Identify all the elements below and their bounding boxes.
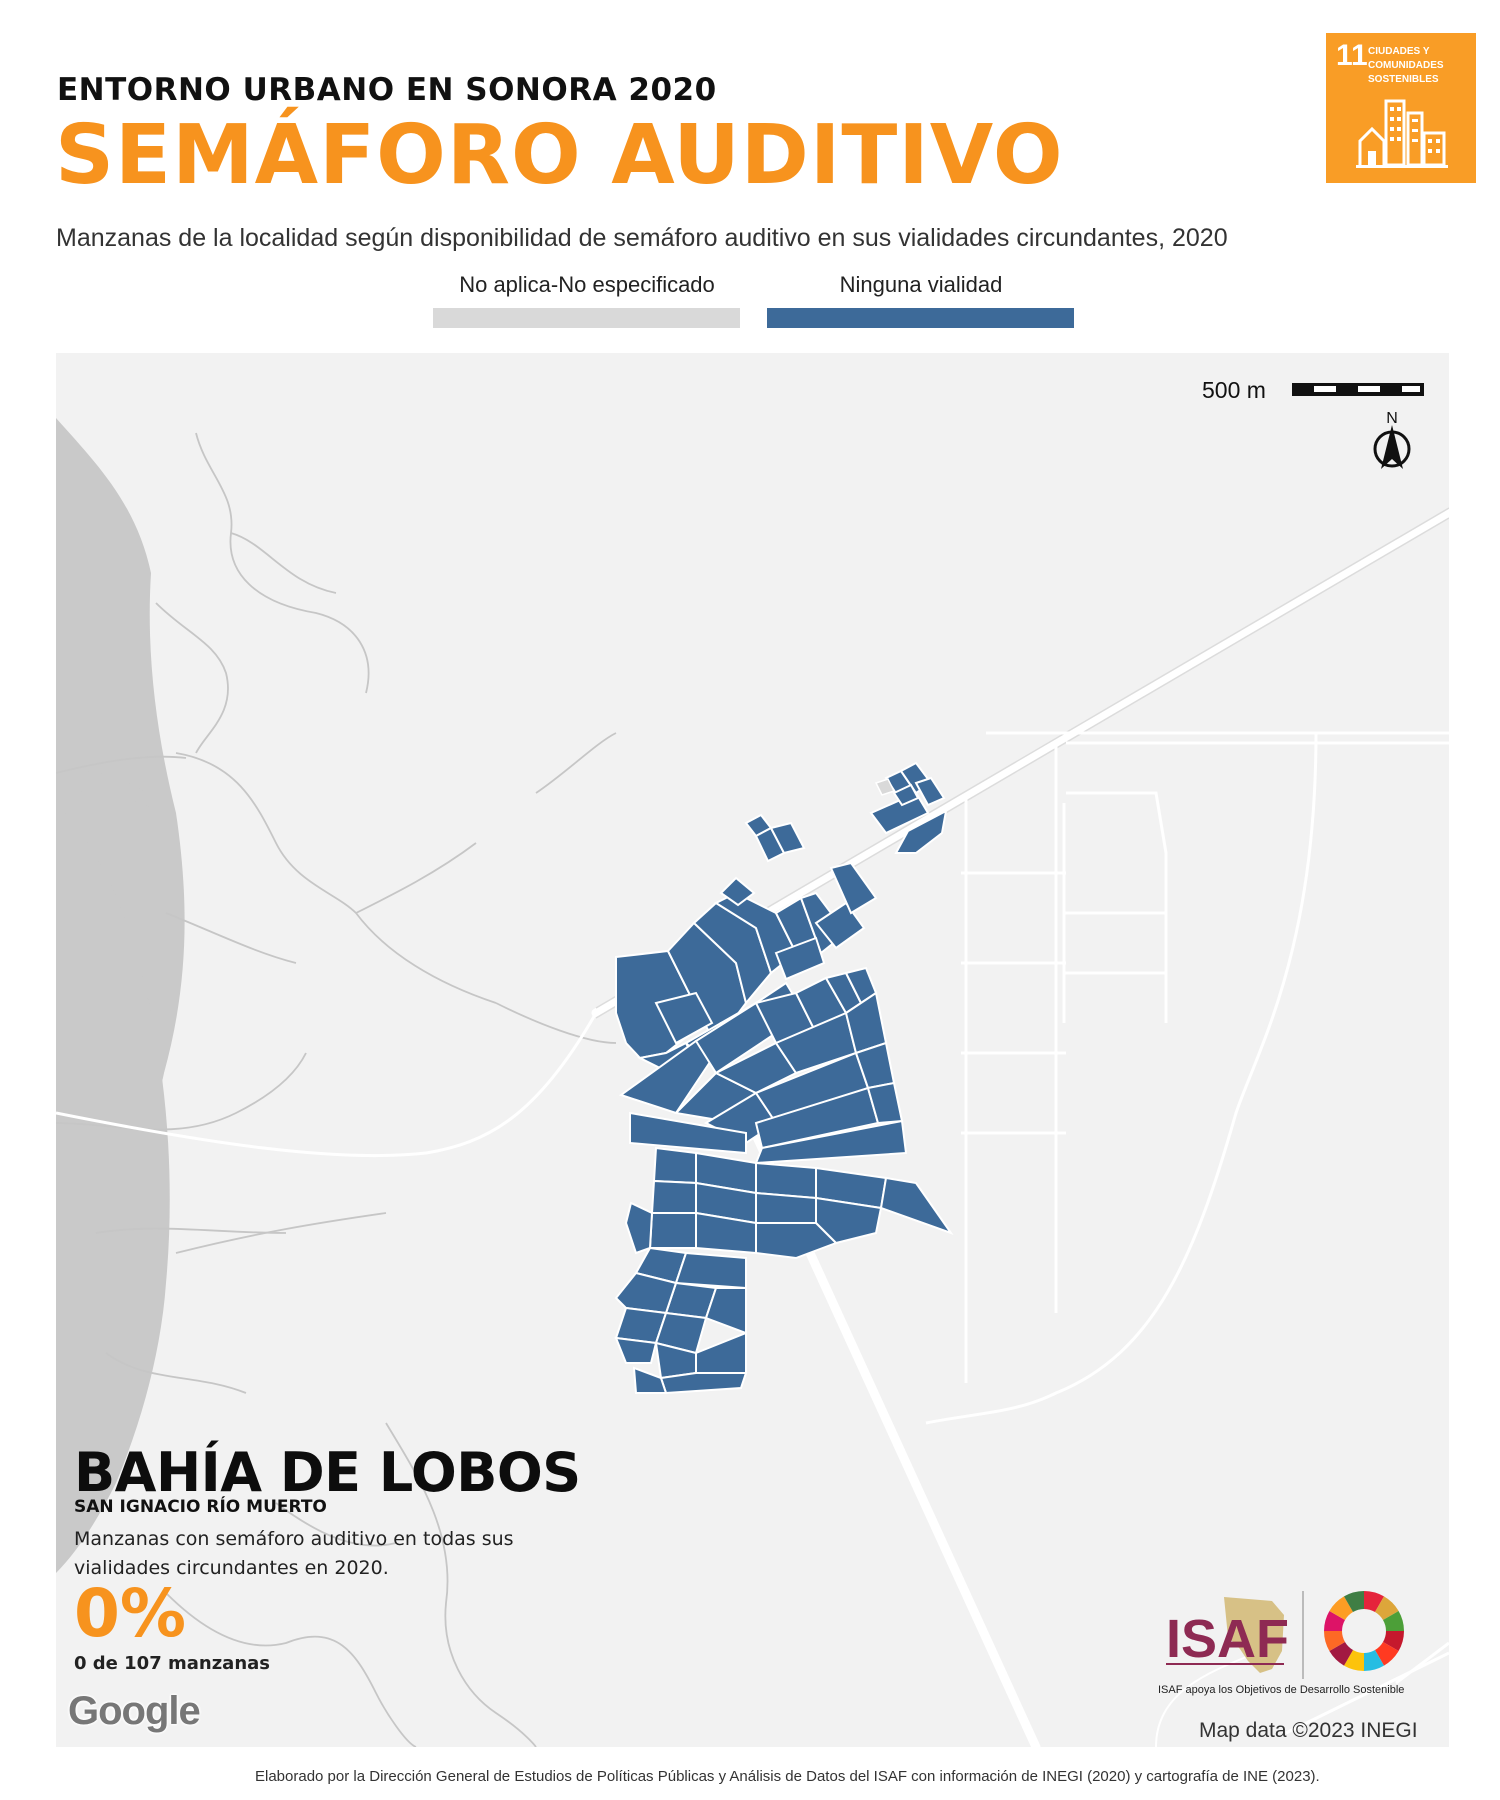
scale-label: 500 m xyxy=(1202,377,1266,403)
page-title: SEMÁFORO AUDITIVO xyxy=(55,108,1064,203)
isaf-logo: ISAF xyxy=(1164,1591,1434,1686)
map-panel[interactable]: N 500 m BAHÍA DE LOBOS SAN IGNACIO RÍO M… xyxy=(56,353,1449,1747)
map-data-attribution[interactable]: Map data ©2023 INEGI xyxy=(1199,1719,1418,1742)
legend-swatch-no-aplica xyxy=(433,308,740,328)
sdg-wheel-icon xyxy=(1324,1591,1404,1671)
legend-label-no-aplica: No aplica-No especificado xyxy=(459,272,715,297)
svg-text:ISAF: ISAF xyxy=(1166,1609,1289,1669)
header-kicker: ENTORNO URBANO EN SONORA 2020 xyxy=(57,72,717,108)
block-no-aplica xyxy=(874,778,896,796)
map-canvas[interactable]: N xyxy=(56,353,1449,1747)
percent-value: 0% xyxy=(74,1575,187,1652)
locality-description: Manzanas con semáforo auditivo en todas … xyxy=(74,1528,514,1579)
google-logo[interactable]: Google xyxy=(68,1689,201,1733)
scale-bar xyxy=(1292,383,1424,396)
sdg-number: 11 xyxy=(1336,39,1368,72)
percent-detail: 0 de 107 manzanas xyxy=(74,1653,271,1674)
footer-credit: Elaborado por la Dirección General de Es… xyxy=(255,1768,1320,1785)
locality-name: BAHÍA DE LOBOS xyxy=(74,1441,581,1504)
sdg-11-badge: 11 CIUDADES Y COMUNIDADES SOSTENIBLES xyxy=(1326,33,1476,183)
locality-municipality: SAN IGNACIO RÍO MUERTO xyxy=(74,1497,327,1517)
legend: No aplica-No especificado Ninguna vialid… xyxy=(433,268,1075,328)
coastal-water-south xyxy=(56,803,170,1573)
north-label: N xyxy=(1386,410,1398,427)
north-arrow-icon: N xyxy=(1373,410,1411,469)
lagoon-channel xyxy=(56,770,151,808)
isaf-tagline: ISAF apoya los Objetivos de Desarrollo S… xyxy=(1158,1684,1405,1696)
sdg-text: CIUDADES Y COMUNIDADES SOSTENIBLES xyxy=(1368,46,1444,85)
legend-swatch-ninguna xyxy=(767,308,1074,328)
city-buildings-icon xyxy=(1356,99,1448,168)
page-subtitle: Manzanas de la localidad según disponibi… xyxy=(56,224,1228,252)
legend-label-ninguna: Ninguna vialidad xyxy=(839,272,1003,297)
